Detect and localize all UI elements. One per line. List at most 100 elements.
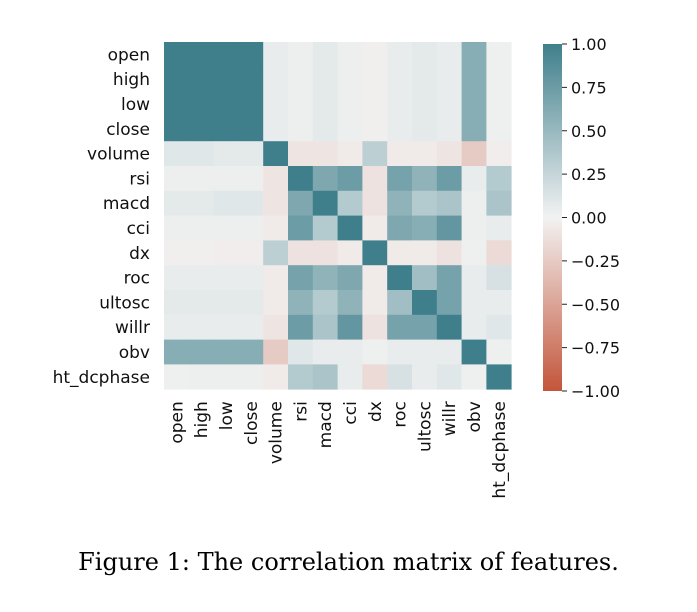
- heatmap-cell-open-roc: [387, 42, 413, 68]
- heatmap-cell-high-macd: [312, 66, 338, 92]
- heatmap-cell-open-ht_dcphase: [486, 42, 512, 68]
- heatmap-cell-macd-cci: [337, 190, 363, 216]
- heatmap-cell-rsi-rsi: [288, 166, 314, 192]
- heatmap-cell-open-macd: [312, 42, 338, 68]
- heatmap-cell-cci-low: [213, 215, 239, 241]
- heatmap-cell-open-volume: [263, 42, 289, 68]
- row-label-willr: willr: [115, 318, 150, 338]
- heatmap-cell-volume-willr: [436, 141, 462, 167]
- heatmap-cell-macd-open: [164, 190, 190, 216]
- heatmap-cell-rsi-roc: [387, 166, 413, 192]
- heatmap-cell-volume-obv: [461, 141, 487, 167]
- heatmap-cell-high-high: [188, 66, 214, 92]
- heatmap-cell-open-high: [188, 42, 214, 68]
- heatmap-cell-ultosc-roc: [387, 290, 413, 316]
- heatmap-cell-ht_dcphase-willr: [436, 364, 462, 390]
- heatmap-cell-macd-high: [188, 190, 214, 216]
- column-label-low: low: [217, 401, 237, 430]
- column-label-volume: volume: [267, 401, 287, 464]
- heatmap-cell-rsi-cci: [337, 166, 363, 192]
- heatmap-cell-open-cci: [337, 42, 363, 68]
- heatmap-cell-high-close: [238, 66, 264, 92]
- heatmap-cell-low-close: [238, 91, 264, 117]
- heatmap-cell-open-willr: [436, 42, 462, 68]
- heatmap-cell-volume-close: [238, 141, 264, 167]
- heatmap-cell-dx-volume: [263, 240, 289, 266]
- heatmap-cell-high-obv: [461, 66, 487, 92]
- row-label-close: close: [106, 120, 150, 140]
- row-label-cci: cci: [127, 219, 150, 239]
- column-label-ht_dcphase: ht_dcphase: [490, 401, 510, 498]
- heatmap-cell-obv-roc: [387, 339, 413, 365]
- heatmap-cell-roc-obv: [461, 265, 487, 291]
- heatmap-cell-dx-willr: [436, 240, 462, 266]
- heatmap-cell-volume-volume: [263, 141, 289, 167]
- colorbar-tick-label: −0.75: [571, 339, 620, 358]
- row-label-low: low: [121, 95, 150, 115]
- heatmap-cell-rsi-macd: [312, 166, 338, 192]
- heatmap-cell-high-open: [164, 66, 190, 92]
- heatmap-cell-high-ultosc: [412, 66, 438, 92]
- heatmap-cell-low-low: [213, 91, 239, 117]
- heatmap-cell-volume-open: [164, 141, 190, 167]
- heatmap-cell-willr-volume: [263, 314, 289, 340]
- heatmap-cell-obv-low: [213, 339, 239, 365]
- heatmap-cell-cci-roc: [387, 215, 413, 241]
- heatmap-cell-open-ultosc: [412, 42, 438, 68]
- heatmap-cell-dx-rsi: [288, 240, 314, 266]
- heatmap-cell-dx-cci: [337, 240, 363, 266]
- colorbar-tick-label: 1.00: [571, 35, 607, 54]
- heatmap-cell-roc-roc: [387, 265, 413, 291]
- heatmap-cell-ultosc-macd: [312, 290, 338, 316]
- heatmap-cell-high-low: [213, 66, 239, 92]
- heatmap-cell-willr-ht_dcphase: [486, 314, 512, 340]
- heatmap-cell-ht_dcphase-rsi: [288, 364, 314, 390]
- heatmap-cell-willr-willr: [436, 314, 462, 340]
- heatmap-cell-volume-rsi: [288, 141, 314, 167]
- heatmap-cell-low-obv: [461, 91, 487, 117]
- heatmap-cell-volume-ht_dcphase: [486, 141, 512, 167]
- heatmap-cell-close-ultosc: [412, 116, 438, 142]
- heatmap-cell-open-dx: [362, 42, 388, 68]
- heatmap-cell-roc-close: [238, 265, 264, 291]
- heatmap-cell-ht_dcphase-cci: [337, 364, 363, 390]
- heatmap-cell-cci-open: [164, 215, 190, 241]
- heatmap-cell-ultosc-willr: [436, 290, 462, 316]
- heatmap-cell-cci-rsi: [288, 215, 314, 241]
- heatmap-cell-close-dx: [362, 116, 388, 142]
- row-labels: open high low close volume rsi macd cci dx roc ult…: [53, 45, 150, 387]
- heatmap-cell-high-roc: [387, 66, 413, 92]
- row-label-high: high: [113, 70, 150, 90]
- heatmap-cell-dx-close: [238, 240, 264, 266]
- heatmap-cell-close-cci: [337, 116, 363, 142]
- heatmap-cell-cci-high: [188, 215, 214, 241]
- heatmap-cell-dx-open: [164, 240, 190, 266]
- row-label-ht_dcphase: ht_dcphase: [53, 368, 150, 388]
- heatmap-cell-cci-close: [238, 215, 264, 241]
- heatmap-cell-cci-cci: [337, 215, 363, 241]
- heatmap-cell-rsi-close: [238, 166, 264, 192]
- column-label-open: open: [167, 401, 187, 443]
- heatmap-cell-close-rsi: [288, 116, 314, 142]
- heatmap-cell-obv-volume: [263, 339, 289, 365]
- heatmap-cell-ht_dcphase-high: [188, 364, 214, 390]
- heatmap-cell-low-rsi: [288, 91, 314, 117]
- heatmap-cell-close-volume: [263, 116, 289, 142]
- heatmap-cell-high-willr: [436, 66, 462, 92]
- column-label-obv: obv: [465, 401, 485, 432]
- heatmap-cell-low-volume: [263, 91, 289, 117]
- heatmap-cell-ht_dcphase-open: [164, 364, 190, 390]
- figure-caption: Figure 1: The correlation matrix of feat…: [78, 548, 619, 576]
- heatmap-cell-close-willr: [436, 116, 462, 142]
- heatmap-cell-cci-ht_dcphase: [486, 215, 512, 241]
- heatmap-cell-volume-low: [213, 141, 239, 167]
- heatmap-cell-obv-ultosc: [412, 339, 438, 365]
- heatmap-cell-obv-obv: [461, 339, 487, 365]
- row-label-macd: macd: [103, 194, 150, 214]
- heatmap-cell-close-open: [164, 116, 190, 142]
- heatmap-cell-cci-dx: [362, 215, 388, 241]
- heatmap-cell-close-macd: [312, 116, 338, 142]
- heatmap-cell-volume-ultosc: [412, 141, 438, 167]
- heatmap-cell-roc-volume: [263, 265, 289, 291]
- column-labels: open high low close volume rsi macd cci dx roc ult…: [167, 401, 509, 498]
